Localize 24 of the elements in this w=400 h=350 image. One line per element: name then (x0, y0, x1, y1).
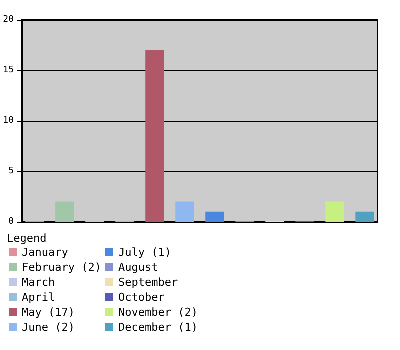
legend-label: March (22, 276, 56, 289)
legend-label: November (2) (118, 306, 198, 319)
y-tick-label: 20 (3, 15, 14, 25)
legend-label: May (17) (22, 306, 75, 319)
legend-label: April (22, 291, 56, 304)
y-tick-label: 5 (8, 166, 14, 176)
legend-label: October (118, 291, 166, 304)
legend-label: June (2) (22, 321, 75, 334)
legend-label: August (118, 261, 158, 274)
legend-title: Legend (7, 232, 47, 245)
y-tick-label: 0 (8, 217, 14, 227)
bar (206, 212, 224, 222)
bar (56, 202, 74, 222)
bar (146, 50, 164, 222)
bar (176, 202, 194, 222)
legend-label: February (2) (22, 261, 102, 274)
y-tick-label: 15 (3, 66, 14, 76)
legend-label: September (118, 276, 178, 289)
legend-label: July (1) (118, 246, 172, 259)
bar (326, 202, 344, 222)
y-tick-label: 10 (3, 116, 14, 126)
bar (356, 212, 374, 222)
legend-label: January (22, 246, 69, 259)
legend-label: December (1) (118, 321, 198, 334)
